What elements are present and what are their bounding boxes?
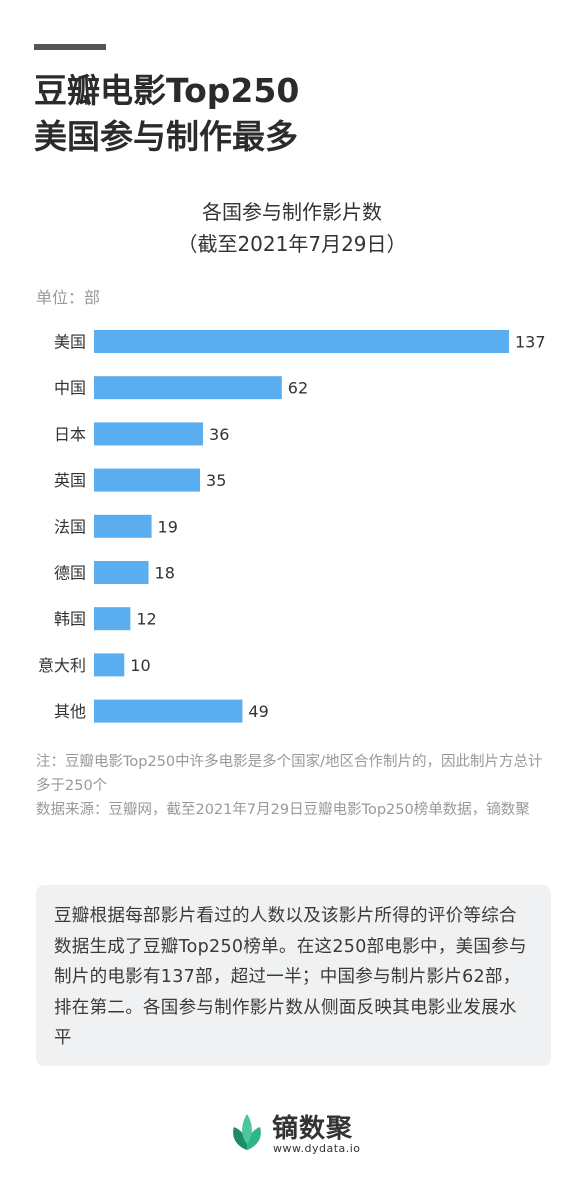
leaf-logo-icon xyxy=(233,1114,261,1150)
header-accent-bar xyxy=(34,44,106,50)
bar-value-label: 137 xyxy=(515,333,546,352)
category-label: 意大利 xyxy=(38,656,86,675)
bar xyxy=(94,699,243,723)
category-label: 中国 xyxy=(54,379,86,398)
bar xyxy=(94,468,201,492)
bar xyxy=(94,376,282,400)
footnote: 注：豆瓣电影Top250中许多电影是多个国家/地区合作制片的，因此制片方总计多于… xyxy=(36,754,543,794)
data-source: 数据来源：豆瓣网，截至2021年7月29日豆瓣电影Top250榜单数据，镝数聚 xyxy=(36,802,530,818)
chart-subtitle: （截至2021年7月29日） xyxy=(177,232,407,256)
unit-label: 单位：部 xyxy=(36,288,101,307)
bar xyxy=(94,422,204,446)
category-label: 法国 xyxy=(54,517,86,536)
headline: 豆瓣电影Top250 美国参与制作最多 xyxy=(34,68,299,160)
bar xyxy=(94,330,509,353)
bar-value-label: 12 xyxy=(136,610,156,629)
bar-value-label: 35 xyxy=(206,471,226,490)
category-label: 德国 xyxy=(54,564,86,583)
bar xyxy=(94,514,152,538)
bar-value-label: 62 xyxy=(288,379,308,398)
bar-chart: 美国 137 中国 62 日本 36 英国 35 法国 19 德国 18 韩国 12 意大利 10 其他 49 xyxy=(38,330,546,723)
headline-line-1: 豆瓣电影Top250 xyxy=(34,71,300,110)
category-label: 其他 xyxy=(54,702,86,721)
bar-value-label: 36 xyxy=(209,425,229,444)
bar-value-label: 18 xyxy=(155,564,175,583)
category-label: 英国 xyxy=(54,471,86,490)
bar-value-label: 49 xyxy=(248,702,268,721)
brand-url: www.dydata.io xyxy=(273,1142,361,1155)
notes: 注：豆瓣电影Top250中许多电影是多个国家/地区合作制片的，因此制片方总计多于… xyxy=(36,750,556,822)
summary-box: 豆瓣根据每部影片看过的人数以及该影片所得的评价等综合数据生成了豆瓣Top250榜… xyxy=(36,885,551,1066)
bar-value-label: 10 xyxy=(130,656,150,675)
headline-line-2: 美国参与制作最多 xyxy=(34,117,298,156)
summary-text: 豆瓣根据每部影片看过的人数以及该影片所得的评价等综合数据生成了豆瓣Top250榜… xyxy=(54,906,527,1048)
brand-name: 镝数聚 xyxy=(272,1114,354,1144)
category-label: 日本 xyxy=(54,425,86,444)
bar-value-label: 19 xyxy=(158,517,178,536)
bar xyxy=(94,561,149,584)
bar xyxy=(94,653,125,677)
footer-brand: 镝数聚 www.dydata.io xyxy=(228,1108,368,1158)
category-label: 韩国 xyxy=(54,610,86,629)
bar xyxy=(94,607,131,631)
category-label: 美国 xyxy=(54,333,86,352)
chart-title: 各国参与制作影片数 xyxy=(202,200,382,224)
